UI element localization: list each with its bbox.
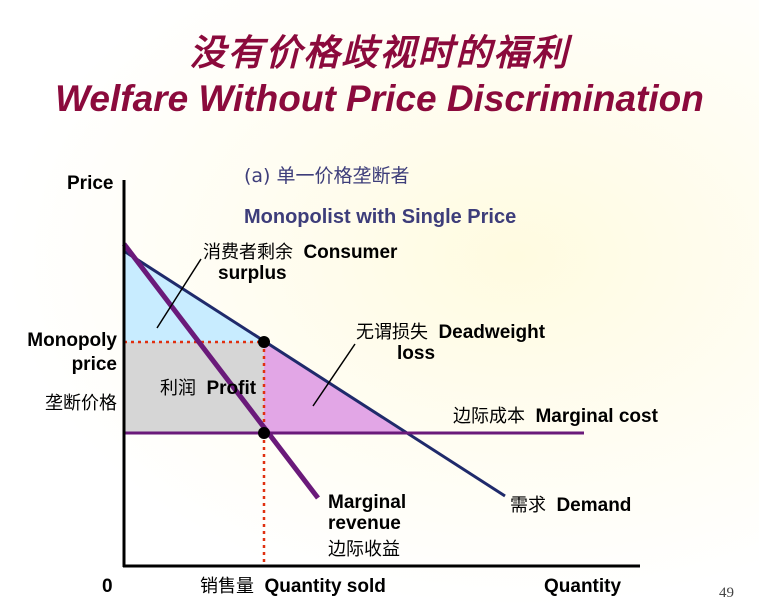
consumer-surplus-en-2: surplus (218, 263, 287, 284)
quantity-sold-cn: 销售量 (200, 576, 254, 597)
demand-label: 需求 Demand (510, 495, 631, 516)
demand-en: Demand (556, 495, 631, 516)
marginal-cost-cn: 边际成本 (453, 406, 525, 427)
marginal-cost-label: 边际成本 Marginal cost (453, 406, 659, 427)
page-number: 49 (719, 585, 734, 601)
monopoly-price-label-line1: Monopoly (27, 330, 117, 351)
y-axis-label: Price (67, 173, 113, 194)
deadweight-loss-cn: 无谓损失 (356, 322, 428, 343)
deadweight-loss-label: 无谓损失 Deadweight (356, 322, 546, 343)
marginal-revenue-en-1: Marginal (328, 492, 406, 513)
deadweight-loss-en-2: loss (397, 343, 435, 364)
profit-area (124, 342, 264, 433)
monopoly-price-label-cn: 垄断价格 (45, 393, 117, 414)
consumer-surplus-en-1: Consumer (303, 242, 398, 263)
demand-cn: 需求 (510, 495, 546, 516)
marginal-revenue-cn: 边际收益 (328, 539, 400, 560)
profit-cn: 利润 (160, 378, 196, 399)
origin-label: 0 (102, 576, 113, 597)
quantity-sold-label: 销售量 Quantity sold (200, 576, 386, 597)
marginal-cost-en: Marginal cost (535, 406, 658, 427)
slide-title-english: Welfare Without Price Discrimination (55, 78, 704, 119)
deadweight-loss-pointer (312, 343, 356, 407)
monopoly-point (258, 336, 270, 348)
slide-title-chinese: 没有价格歧视时的福利 (189, 33, 570, 74)
consumer-surplus-cn: 消费者剩余 (203, 242, 293, 263)
consumer-surplus-label: 消费者剩余 Consumer (203, 242, 398, 263)
subtitle-english: Monopolist with Single Price (244, 206, 516, 228)
quantity-sold-en: Quantity sold (264, 576, 385, 597)
marginal-revenue-curve (122, 242, 320, 500)
profit-label: 利润 Profit (160, 378, 257, 399)
deadweight-loss-en-1: Deadweight (438, 322, 545, 343)
mr-mc-intersection-point (258, 427, 270, 439)
demand-curve (123, 249, 506, 498)
profit-en: Profit (206, 378, 256, 399)
marginal-revenue-en-2: revenue (328, 513, 401, 534)
consumer-surplus-pointer (156, 258, 202, 329)
subtitle-chinese: (a) 单一价格垄断者 (244, 165, 410, 187)
x-axis-label: Quantity (544, 576, 621, 597)
monopoly-price-label-line2: price (72, 354, 117, 375)
